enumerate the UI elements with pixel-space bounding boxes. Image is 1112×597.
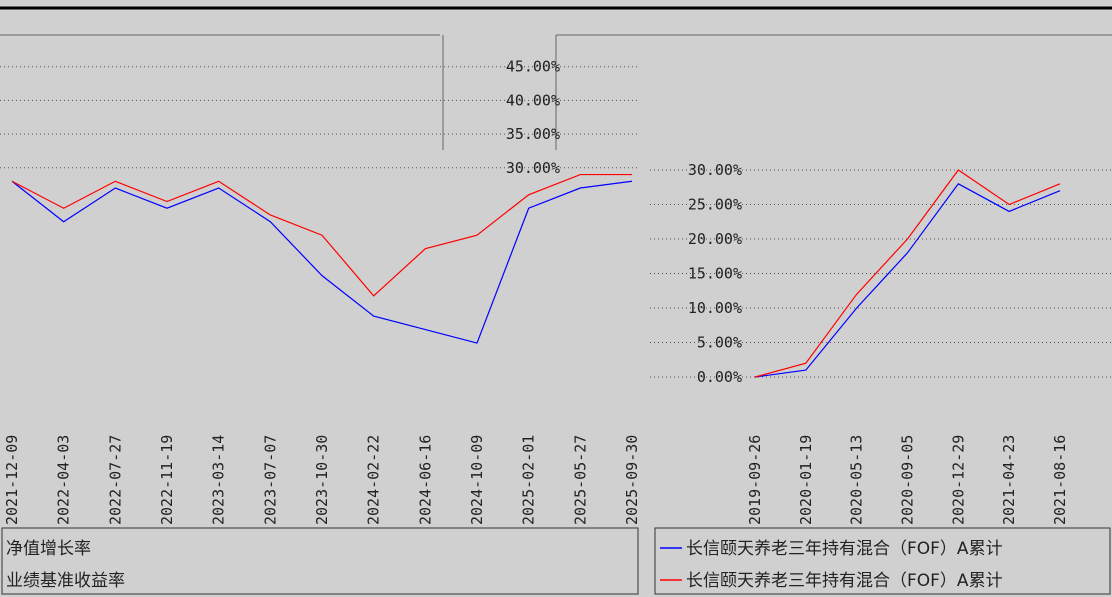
x-tick-label: 2021-12-09 xyxy=(3,435,21,525)
x-tick-label: 2020-12-29 xyxy=(949,435,967,525)
series-line xyxy=(754,183,1061,378)
series-line xyxy=(754,169,1061,378)
series-line xyxy=(11,180,633,344)
x-tick-label: 2022-07-27 xyxy=(106,435,124,525)
y-tick-label: 30.00% xyxy=(506,159,560,177)
x-tick-label: 2024-10-09 xyxy=(468,435,486,525)
y-tick-label: 35.00% xyxy=(506,125,560,143)
x-tick-label: 2021-08-16 xyxy=(1051,435,1069,525)
x-tick-label: 2022-04-03 xyxy=(55,435,73,525)
x-tick-label: 2025-02-01 xyxy=(520,435,538,525)
legend-box xyxy=(1,527,639,595)
y-tick-label: 0.00% xyxy=(697,368,742,386)
x-tick-label: 2020-01-19 xyxy=(797,435,815,525)
x-tick-label: 2023-07-07 xyxy=(261,435,279,525)
y-tick-label: 25.00% xyxy=(688,196,742,214)
legend-label: 业绩基准收益率 xyxy=(6,571,125,591)
x-tick-label: 2020-09-05 xyxy=(899,435,917,525)
x-tick-label: 2019-09-26 xyxy=(746,435,764,525)
x-tick-label: 2023-10-30 xyxy=(313,435,331,525)
y-tick-label: 15.00% xyxy=(688,265,742,283)
legend-box xyxy=(654,527,1111,595)
y-tick-label: 5.00% xyxy=(697,334,742,352)
legend-label: 长信颐天养老三年持有混合（FOF）A累计 xyxy=(686,539,1003,559)
x-tick-label: 2020-05-13 xyxy=(848,435,866,525)
x-tick-label: 2025-09-30 xyxy=(623,435,641,525)
x-tick-label: 2023-03-14 xyxy=(210,435,228,525)
y-tick-label: 30.00% xyxy=(688,161,742,179)
x-tick-label: 2024-06-16 xyxy=(416,435,434,525)
y-tick-label: 40.00% xyxy=(506,91,560,109)
y-tick-label: 10.00% xyxy=(688,299,742,317)
x-tick-label: 2024-02-22 xyxy=(365,435,383,525)
legend-label: 长信颐天养老三年持有混合（FOF）A累计 xyxy=(686,571,1003,591)
y-tick-label: 20.00% xyxy=(688,230,742,248)
y-tick-label: 45.00% xyxy=(506,58,560,76)
series-line xyxy=(11,173,632,297)
x-tick-label: 2025-05-27 xyxy=(571,435,589,525)
legend-label: 净值增长率 xyxy=(6,539,91,559)
x-tick-label: 2021-04-23 xyxy=(1000,435,1018,525)
x-tick-label: 2022-11-19 xyxy=(158,435,176,525)
